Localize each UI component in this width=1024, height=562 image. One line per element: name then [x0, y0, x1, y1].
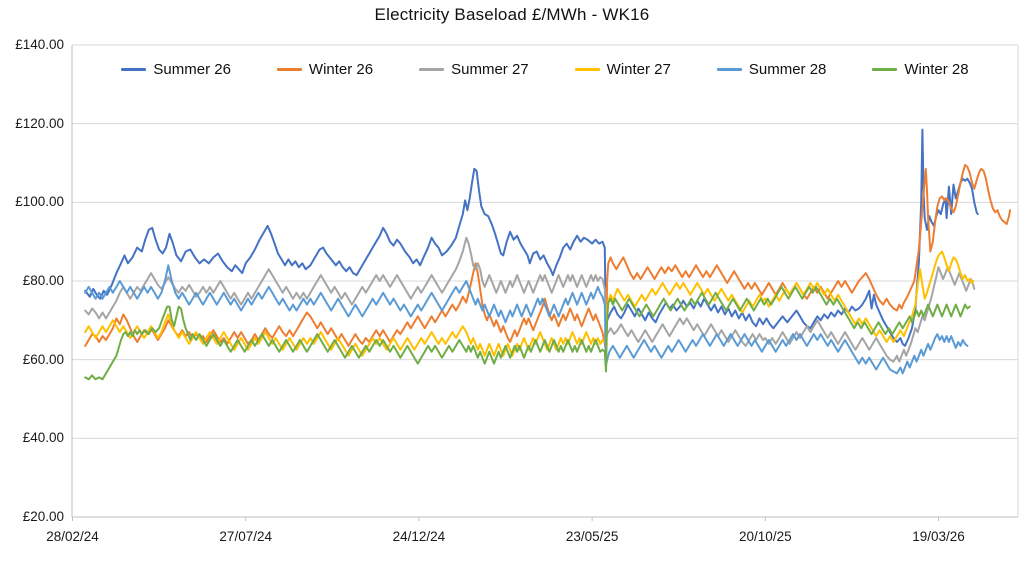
y-axis-label: £20.00	[22, 509, 64, 524]
y-axis-label: £120.00	[15, 115, 64, 131]
y-axis-label: £100.00	[15, 194, 64, 210]
series-line-winter-27	[84, 250, 975, 357]
legend-swatch-icon	[276, 68, 302, 71]
legend-label: Summer 27	[451, 61, 529, 78]
series-line-summer-27	[84, 236, 976, 363]
legend-swatch-icon	[419, 68, 445, 71]
legend-swatch-icon	[716, 68, 742, 71]
legend-label: Summer 28	[748, 61, 827, 78]
x-axis-label: 19/03/26	[912, 529, 965, 544]
legend-swatch-icon	[574, 68, 600, 71]
legend-label: Winter 26	[308, 61, 374, 78]
legend: Summer 26 Winter 26 Summer 27 Winter 27 Summ…	[80, 61, 1010, 78]
y-axis-label: £80.00	[22, 273, 64, 288]
series-line-winter-26	[84, 164, 1012, 353]
legend-label: Winter 27	[606, 61, 671, 78]
legend-swatch-icon	[872, 68, 898, 71]
y-axis-label: £60.00	[22, 351, 64, 367]
legend-label: Winter 28	[904, 61, 969, 78]
x-axis-label: 20/10/25	[739, 529, 792, 544]
legend-item-winter-28: Winter 28	[872, 61, 969, 78]
x-axis-label: 28/02/24	[46, 529, 99, 544]
y-axis-label: £40.00	[22, 430, 64, 446]
series-line-summer-26	[84, 128, 979, 347]
legend-label: Summer 26	[153, 61, 231, 78]
series-line-winter-28	[84, 285, 971, 381]
x-axis-label: 27/07/24	[219, 529, 272, 544]
x-axis-label: 23/05/25	[565, 529, 619, 544]
legend-item-summer-26: Summer 26	[121, 61, 231, 78]
legend-swatch-icon	[121, 68, 147, 71]
legend-item-summer-27: Summer 27	[419, 61, 529, 78]
legend-item-winter-27: Winter 27	[574, 61, 671, 78]
y-axis-label: £140.00	[15, 37, 64, 52]
legend-item-winter-26: Winter 26	[276, 61, 374, 78]
x-axis-label: 24/12/24	[392, 529, 446, 544]
legend-item-summer-28: Summer 28	[716, 61, 827, 78]
chart-title: Electricity Baseload £/MWh - WK16	[374, 5, 650, 24]
series-line-summer-28	[84, 264, 969, 375]
